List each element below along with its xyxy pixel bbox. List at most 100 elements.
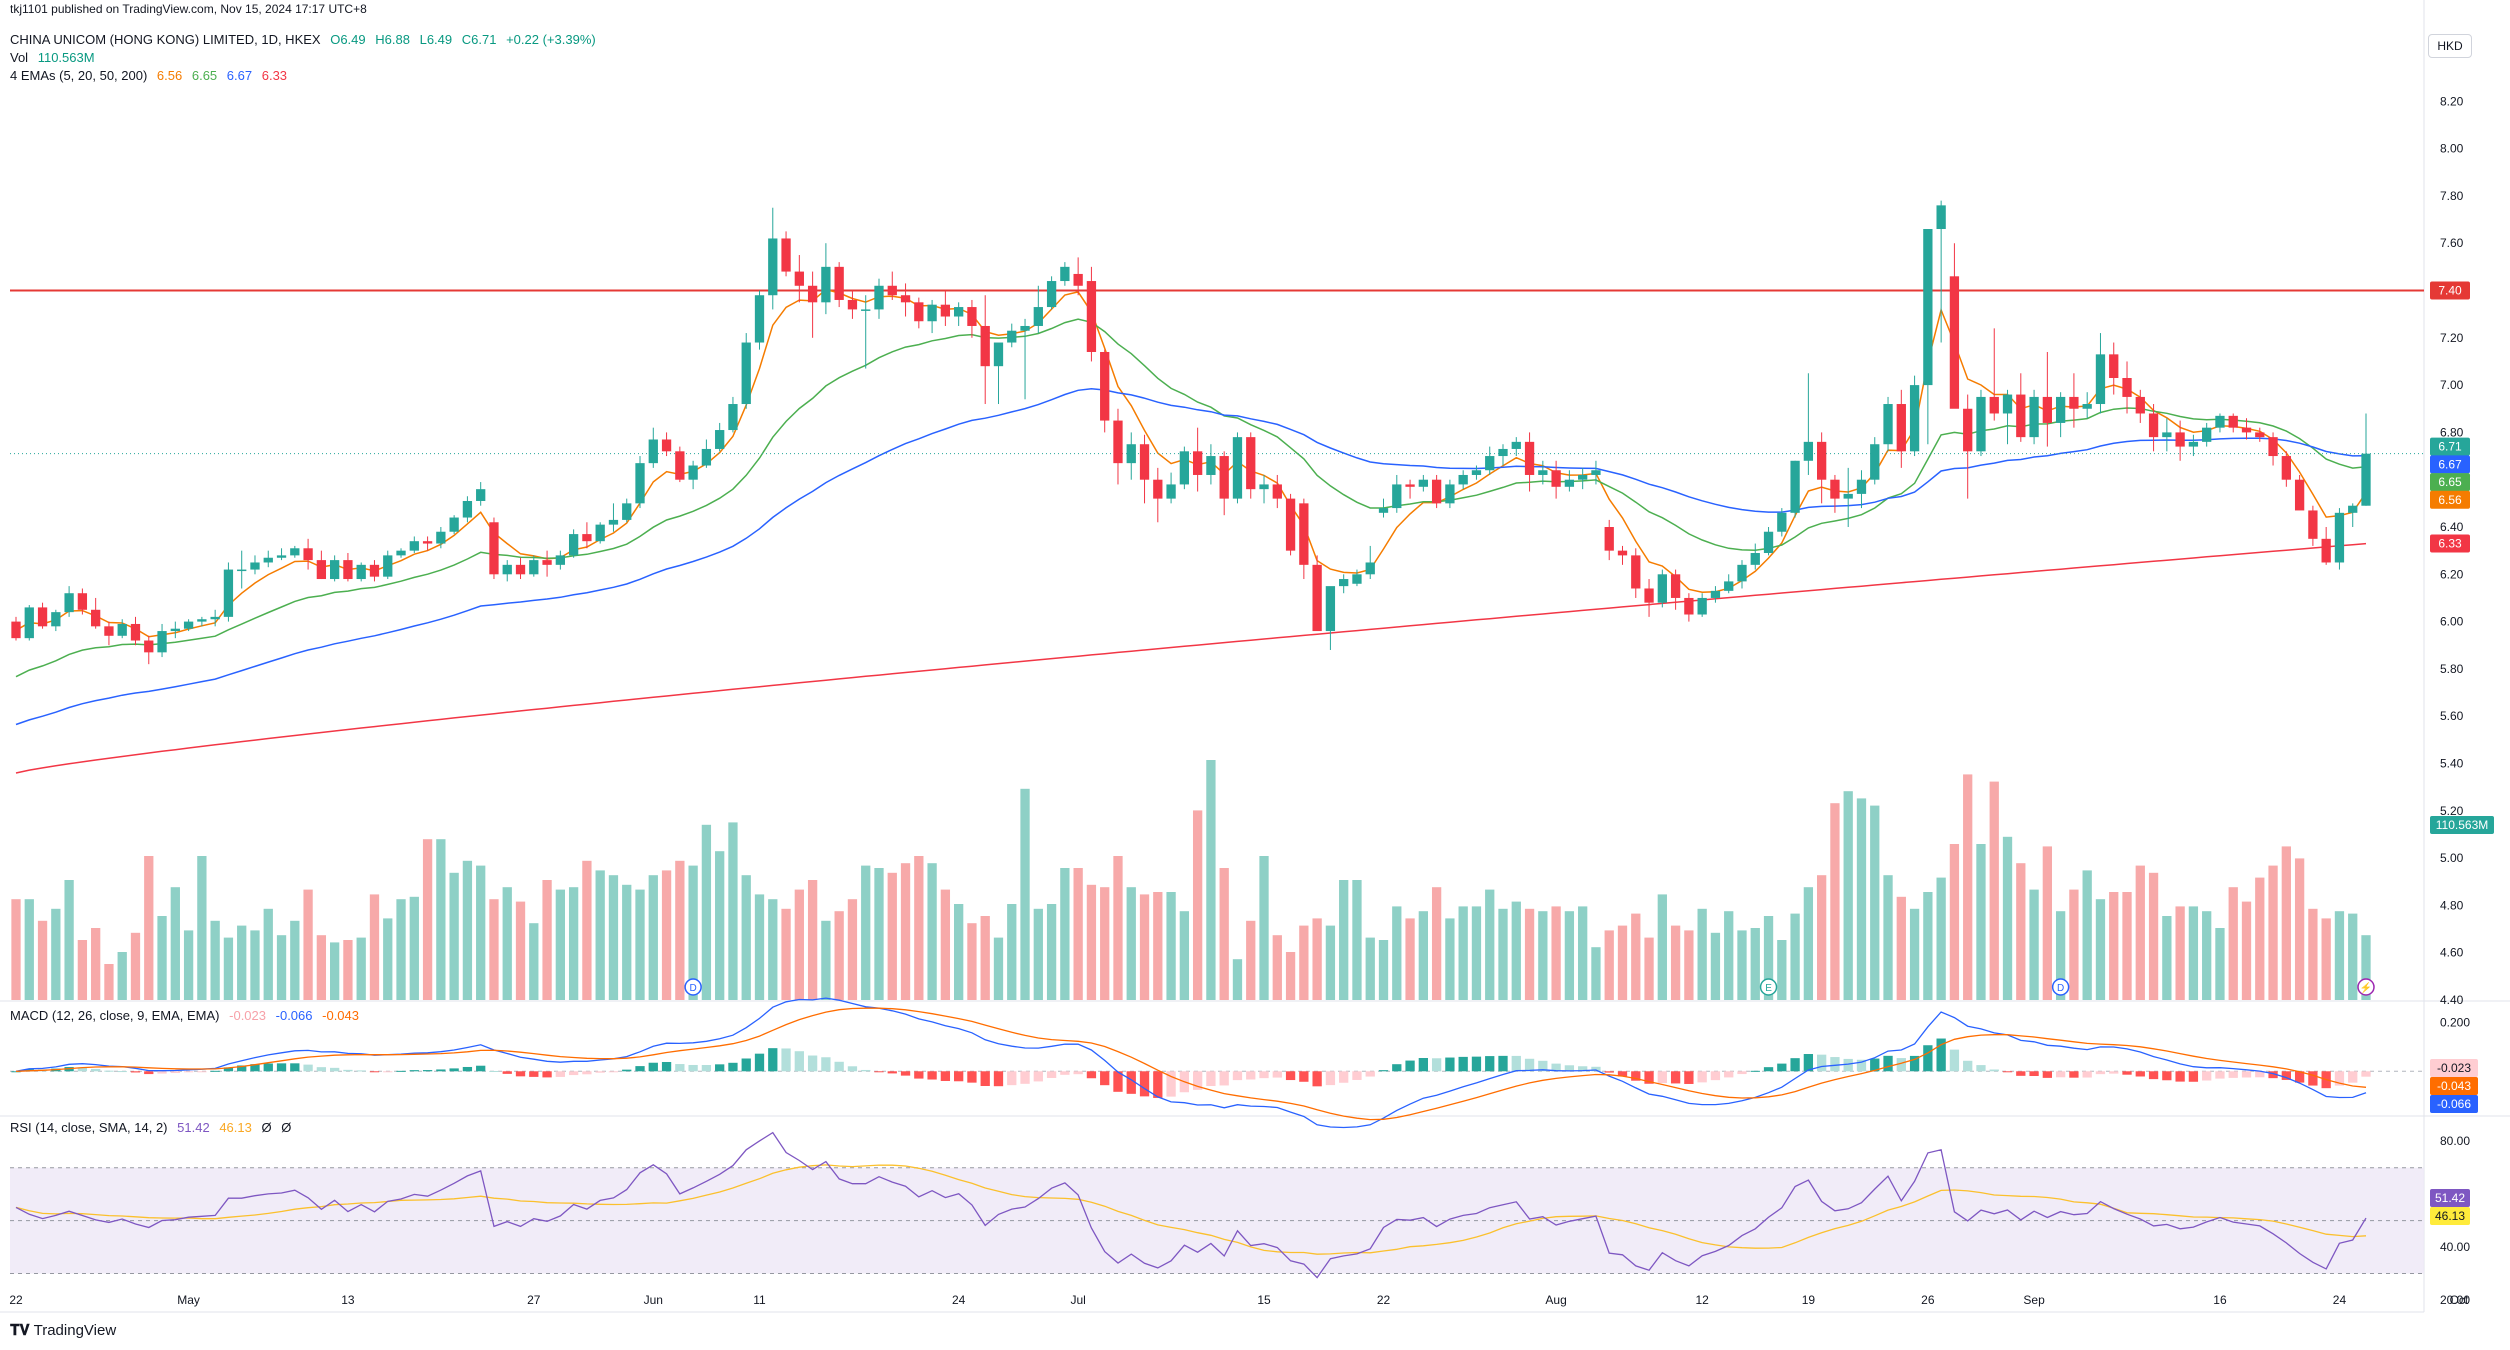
macd-histogram-bar [1870,1058,1880,1072]
candle [781,238,791,272]
candle [754,295,765,343]
macd-histogram-bar [1020,1071,1030,1084]
macd-histogram-bar [77,1067,88,1072]
candle [940,304,951,317]
volume-bar [1259,856,1269,1000]
volume-bar [661,870,672,1000]
volume-bar [1963,774,1973,1000]
candle [794,271,804,286]
candle [2361,453,2371,506]
volume-bar [117,952,127,1000]
candle [1843,493,1853,499]
price-tick-label: 7.80 [2440,189,2464,203]
candle [1046,281,1057,308]
macd-histogram-bar [1604,1071,1614,1073]
macd-histogram-bar [1710,1071,1721,1081]
macd-histogram-bar [1325,1071,1336,1086]
candle [1378,508,1389,513]
volume-bar [1830,803,1840,1000]
candle [821,266,831,303]
footer-logo[interactable]: 𝐓𝐕 TradingView [10,1322,117,1339]
candle [1139,444,1150,480]
ema20-price-label-bg [2430,473,2470,492]
macd-histogram-bar [2135,1071,2145,1077]
volume-bar [11,899,21,1000]
volume-bar [1246,920,1256,1000]
macd-histogram-bar [834,1061,844,1072]
macd-histogram-bar [1803,1054,1814,1072]
macd-histogram-bar [2109,1071,2119,1074]
volume-bar [1976,844,1986,1000]
candle [954,307,964,317]
volume-bar [675,860,685,1000]
candle [1870,444,1880,480]
currency-button[interactable]: HKD [2428,34,2472,58]
volume-bar [64,880,74,1000]
macd-histogram-bar [2029,1071,2039,1077]
candle [250,562,260,570]
macd-histogram-bar [2202,1071,2212,1081]
macd-histogram-bar [821,1057,831,1072]
volume-bar [2241,901,2252,1000]
volume-bar [1724,911,1734,1000]
macd-histogram-bar [263,1063,273,1072]
candle [768,238,778,296]
candle [476,489,486,501]
macd-histogram-bar [1989,1069,1999,1072]
macd-histogram-bar [1405,1060,1415,1072]
candle [37,607,48,627]
candle [993,342,1004,367]
candle [1763,531,1774,554]
macd-histogram-bar [608,1071,619,1073]
hline-price-label-bg [2430,281,2470,300]
macd-histogram-bar [2294,1071,2305,1083]
price-tick-label: 4.40 [2440,993,2464,1007]
candle [2334,512,2345,563]
ema200-price-label-bg [2430,534,2470,553]
ema20-price-label: 6.65 [2438,475,2462,489]
candle [1405,484,1415,487]
macd-value-label-bg [2430,1077,2478,1095]
macd-histogram-bar [781,1048,791,1072]
volume-bar [1445,918,1455,1000]
event-marker [684,978,702,996]
candle [1989,396,1999,414]
price-tick-label: 4.60 [2440,946,2464,960]
volume-bar [170,887,180,1000]
macd-histogram-bar [170,1071,180,1074]
candle [436,531,446,544]
candle [144,640,154,653]
price-tick-label: 7.00 [2440,378,2464,392]
macd-histogram-bar [2016,1071,2026,1076]
macd-histogram-bar [2215,1071,2225,1079]
candle [1458,474,1468,485]
macd-histogram-bar [1883,1055,1893,1072]
volume-bar [1631,913,1641,1000]
candle [449,517,459,532]
volume-bar [2122,892,2132,1000]
volume-bar [422,839,433,1000]
volume-bar [1485,889,1495,1000]
volume-bar [555,889,565,1000]
volume-bar [2069,889,2079,1000]
macd-histogram-bar [2069,1071,2079,1078]
volume-bar [847,899,858,1000]
candle [1445,484,1455,504]
time-tick-label: 22 [9,1293,23,1307]
macd-value-label: -0.066 [2437,1097,2471,1111]
ema-legend: 4 EMAs (5, 20, 50, 200) 6.56 6.65 6.67 6… [10,68,288,83]
macd-histogram-bar [847,1066,858,1072]
candle [409,541,419,551]
candle [1431,479,1442,504]
candle [11,621,21,639]
macd-histogram-bar [768,1048,778,1072]
macd-histogram-bar [1511,1055,1521,1072]
macd-histogram-bar [1657,1071,1667,1084]
candle [1684,597,1694,615]
macd-line [15,997,2367,1129]
candle [847,299,858,310]
macd-histogram-bar [2042,1071,2053,1078]
volume-bar [1564,911,1575,1000]
candle [1312,564,1322,632]
